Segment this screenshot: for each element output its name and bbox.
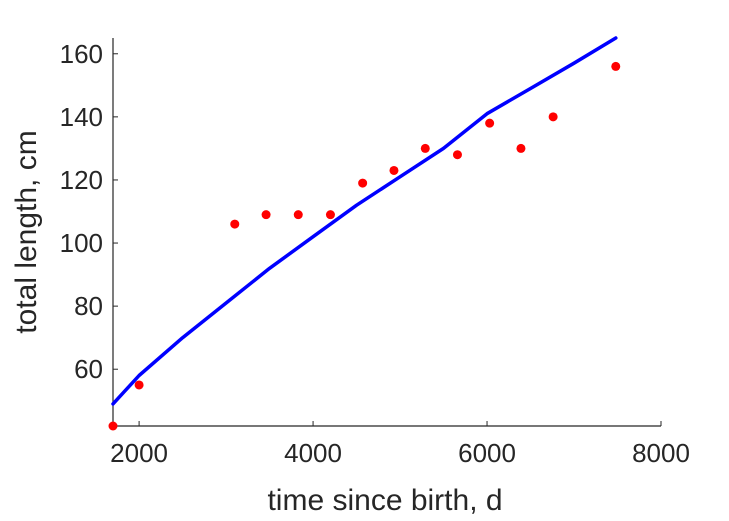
data-point bbox=[420, 143, 430, 153]
x-axis-label: time since birth, d bbox=[267, 484, 502, 517]
data-point bbox=[261, 210, 271, 220]
data-point bbox=[325, 210, 335, 220]
axes: 2000 4000 6000 8000 60 80 100 120 140 160 bbox=[60, 38, 690, 468]
data-point bbox=[611, 61, 621, 71]
data-point bbox=[485, 118, 495, 128]
data-point bbox=[452, 150, 462, 160]
data-point bbox=[548, 112, 558, 122]
data-point bbox=[134, 380, 144, 390]
data-point bbox=[389, 165, 399, 175]
y-axis-label: total length, cm bbox=[10, 130, 43, 333]
data-point bbox=[230, 219, 240, 229]
y-tick-label: 100 bbox=[60, 228, 103, 258]
fit-curve-line bbox=[111, 36, 618, 406]
x-tick-label: 8000 bbox=[632, 438, 690, 468]
data-point bbox=[108, 421, 118, 431]
data-point bbox=[293, 210, 303, 220]
y-tick-label: 140 bbox=[60, 102, 103, 132]
data-point bbox=[358, 178, 368, 188]
plot-area bbox=[108, 36, 621, 431]
y-tick-label: 60 bbox=[74, 354, 103, 384]
y-tick-label: 80 bbox=[74, 291, 103, 321]
y-tick-label: 120 bbox=[60, 165, 103, 195]
data-point bbox=[516, 143, 526, 153]
x-tick-label: 4000 bbox=[284, 438, 342, 468]
x-tick-label: 6000 bbox=[458, 438, 516, 468]
y-tick-label: 160 bbox=[60, 39, 103, 69]
x-tick-label: 2000 bbox=[110, 438, 168, 468]
